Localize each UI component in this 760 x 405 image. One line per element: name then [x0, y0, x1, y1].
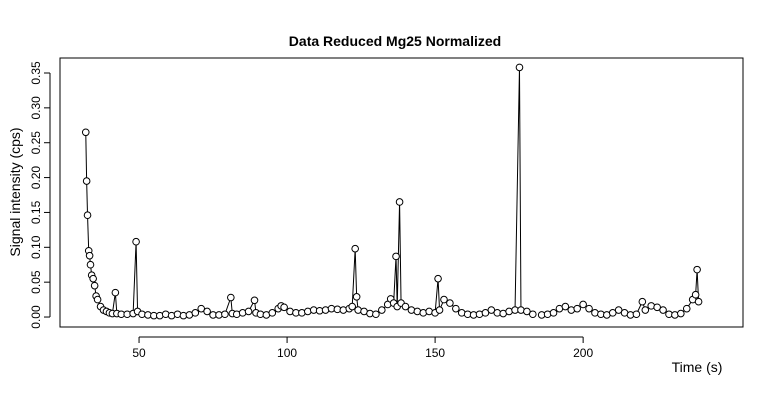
data-point [86, 260, 95, 269]
data-point [515, 63, 524, 72]
data-point [434, 274, 442, 283]
data-point [682, 304, 691, 313]
data-point [250, 296, 259, 305]
data-point [132, 237, 140, 246]
data-point [632, 310, 641, 319]
x-tick-label: 200 [573, 346, 593, 360]
data-point [401, 302, 410, 311]
data-point [481, 309, 490, 317]
data-point [81, 128, 90, 137]
x-axis-label: Time (s) [672, 359, 723, 375]
data-point [90, 281, 99, 290]
data-point [579, 300, 587, 309]
data-point [83, 211, 92, 220]
series-line [85, 67, 700, 317]
data-point [191, 309, 200, 317]
data-point [677, 309, 685, 318]
data-point [549, 309, 558, 317]
data-point [348, 302, 357, 311]
data-point [378, 306, 386, 314]
data-point [280, 303, 288, 312]
y-tick-label: 0.30 [29, 96, 43, 120]
y-tick-label: 0.15 [29, 200, 43, 224]
y-axis-label: Signal intensity (cps) [7, 127, 23, 256]
chart-title: Data Reduced Mg25 Normalized [289, 33, 501, 49]
y-tick-label: 0.00 [29, 305, 43, 329]
data-point [351, 244, 359, 253]
data-point [85, 251, 94, 260]
data-point [691, 290, 700, 299]
data-point [244, 307, 253, 316]
data-point [93, 295, 102, 304]
data-point [435, 306, 444, 314]
data-point [573, 304, 582, 313]
data-point [523, 307, 531, 316]
data-point [608, 309, 617, 317]
data-point [221, 310, 229, 319]
data-point [638, 297, 647, 306]
data-point [585, 304, 593, 313]
data-point [82, 177, 91, 185]
data-point [203, 307, 211, 316]
y-tick-label: 0.35 [29, 61, 43, 85]
x-tick-label: 100 [277, 346, 297, 360]
data-point [395, 198, 404, 206]
plot-frame [59, 57, 744, 328]
data-point [446, 299, 454, 307]
data-point [440, 295, 448, 304]
data-point [641, 306, 650, 314]
data-point [268, 309, 277, 317]
data-point [487, 306, 496, 314]
data-point [693, 265, 701, 274]
data-point [352, 293, 361, 301]
x-tick-label: 150 [425, 346, 445, 360]
data-point [614, 306, 623, 314]
data-point [659, 306, 667, 314]
y-tick-label: 0.20 [29, 166, 43, 190]
data-point [561, 302, 570, 311]
data-point [392, 252, 400, 261]
data-point [197, 304, 206, 313]
data-point [452, 304, 460, 313]
x-tick-label: 50 [132, 346, 146, 360]
data-point [529, 310, 537, 319]
data-point [111, 288, 120, 297]
y-tick-label: 0.05 [29, 270, 43, 294]
data-point [694, 297, 703, 306]
y-tick-label: 0.10 [29, 235, 43, 259]
data-point [653, 303, 661, 312]
data-point [227, 293, 235, 302]
data-point [372, 310, 380, 319]
data-point [89, 274, 97, 283]
y-tick-label: 0.25 [29, 131, 43, 155]
